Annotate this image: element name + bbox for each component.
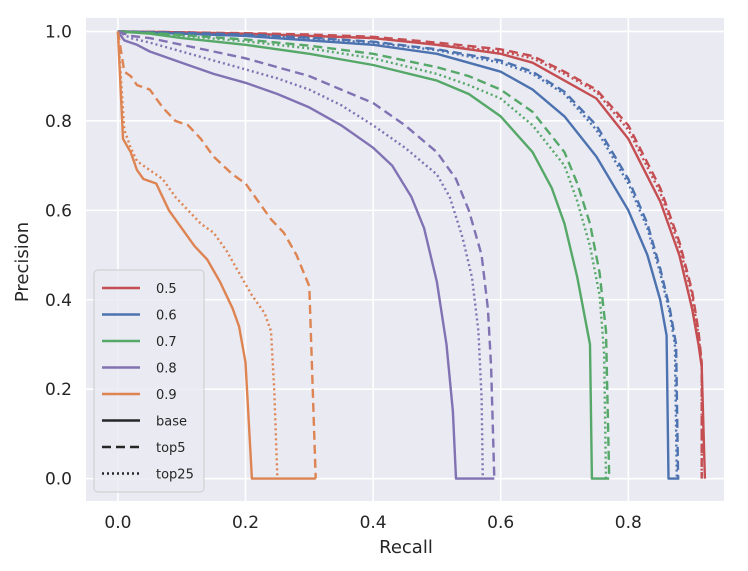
series-line-09-top25 <box>116 31 279 479</box>
y-tick-label: 1.0 <box>45 22 72 42</box>
y-axis-label: Precision <box>12 222 33 302</box>
series-line-08-top5 <box>117 30 496 479</box>
x-tick-label: 0.4 <box>360 513 387 533</box>
x-tick-label: 0.6 <box>487 513 514 533</box>
series-line-08-top25 <box>117 30 484 479</box>
y-tick-label: 0.6 <box>45 201 72 221</box>
series-line-06-base <box>117 30 680 480</box>
x-tick-label: 0.8 <box>615 513 642 533</box>
series-line-05-top25 <box>117 30 703 479</box>
legend-box <box>93 269 205 493</box>
y-tick-label: 0.0 <box>45 470 72 490</box>
legend: 0.5 0.6 0.7 0.8 0.9 base top5 top25 <box>93 269 205 493</box>
x-tick-label: 0.0 <box>104 513 131 533</box>
legend-entry-06-label: 0.6 <box>156 309 177 324</box>
legend-entry-top25-label: top25 <box>156 468 194 483</box>
legend-entry-top5-label: top5 <box>156 441 186 456</box>
y-tick-label: 0.8 <box>45 112 72 132</box>
series-line-07-top5 <box>117 30 611 479</box>
y-tick-label: 0.2 <box>45 380 72 400</box>
legend-entry-07-label: 0.7 <box>156 335 177 350</box>
legend-entry-05-label: 0.5 <box>156 282 177 297</box>
series-line-07-top25 <box>117 30 608 479</box>
x-axis-label: Recall <box>379 537 433 558</box>
legend-entry-09-label: 0.9 <box>156 388 177 403</box>
x-tick-label: 0.2 <box>232 513 259 533</box>
series-line-09-top5 <box>116 31 317 479</box>
legend-entry-base-label: base <box>156 415 187 430</box>
series-line-09-base <box>116 31 316 480</box>
series-line-07-base <box>117 30 610 480</box>
legend-entry-08-label: 0.8 <box>156 362 177 377</box>
series-line-08-base <box>116 30 495 480</box>
series-lines <box>116 30 707 480</box>
axis-ticks: 0.0 0.2 0.4 0.6 0.8 0.0 0.2 0.4 0.6 0.8 1.0 <box>45 22 642 533</box>
series-line-06-top5 <box>117 30 680 479</box>
y-tick-label: 0.4 <box>45 291 72 311</box>
